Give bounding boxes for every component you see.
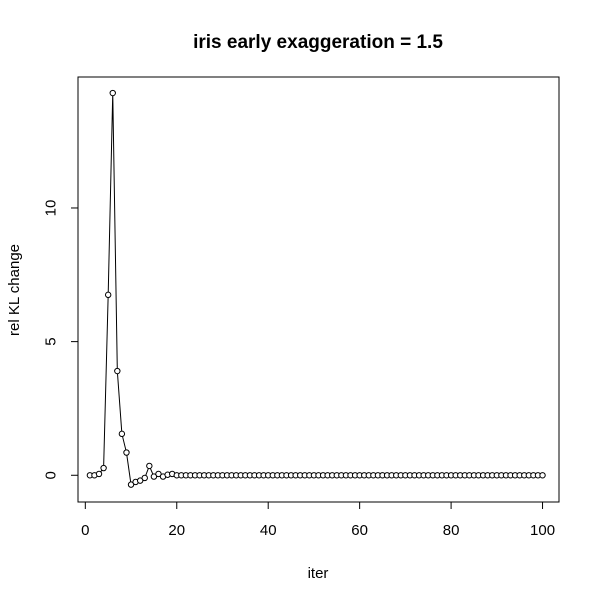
data-point xyxy=(150,473,158,480)
data-point xyxy=(136,477,144,484)
x-tick-label: 80 xyxy=(443,522,460,539)
data-point xyxy=(95,470,103,478)
series-line xyxy=(89,93,543,486)
data-point xyxy=(104,291,112,299)
y-axis-label: rel KL change xyxy=(6,244,23,336)
x-tick-label: 100 xyxy=(530,522,555,539)
data-point xyxy=(539,472,546,479)
plot-frame xyxy=(77,76,560,503)
data-point xyxy=(146,462,153,470)
x-tick-label: 40 xyxy=(260,522,277,539)
data-point xyxy=(141,474,148,482)
data-point xyxy=(155,470,162,478)
y-tick-label: 5 xyxy=(43,337,60,345)
data-series xyxy=(86,89,546,488)
x-axis-label: iter xyxy=(308,565,329,582)
data-point xyxy=(100,464,107,472)
x-axis: 0 20 40 60 80 100 xyxy=(81,501,555,539)
data-point xyxy=(109,89,116,97)
x-tick-label: 20 xyxy=(168,522,185,539)
data-point xyxy=(127,481,135,488)
y-tick-label: 10 xyxy=(43,200,60,217)
y-tick-label: 0 xyxy=(43,471,60,479)
data-point xyxy=(123,449,130,456)
data-point xyxy=(114,367,121,375)
data-point xyxy=(118,430,126,438)
y-axis: 0 5 10 xyxy=(43,200,79,479)
x-tick-label: 0 xyxy=(81,522,89,539)
x-tick-label: 60 xyxy=(351,522,368,539)
chart-title: iris early exaggeration = 1.5 xyxy=(193,32,443,53)
